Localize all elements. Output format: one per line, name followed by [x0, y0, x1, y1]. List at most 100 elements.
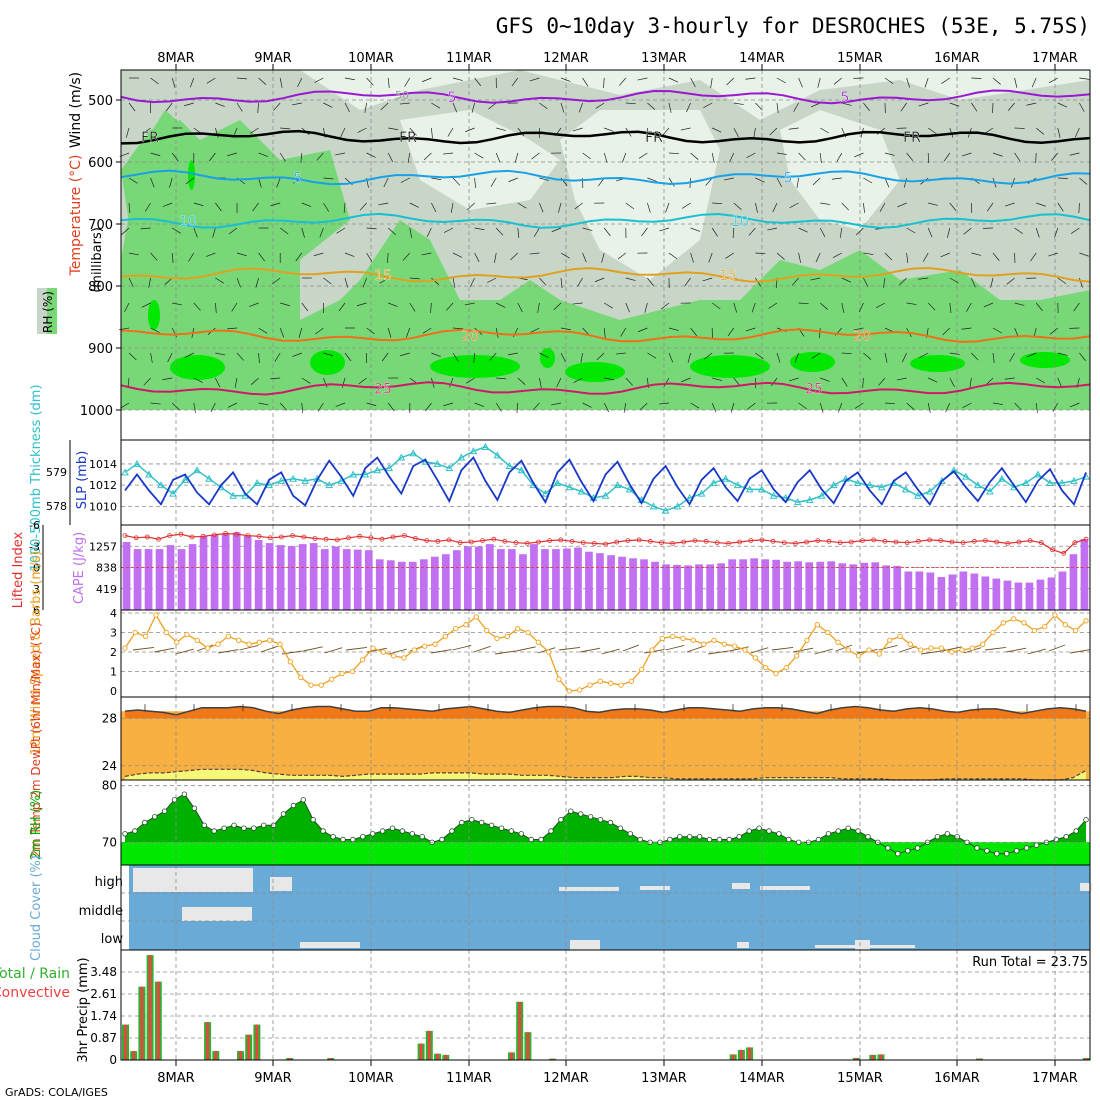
wind-barb: [962, 402, 972, 409]
wind-barb: [855, 227, 864, 236]
li-point: [167, 533, 173, 538]
wind-barb: [150, 352, 153, 363]
li-point: [290, 533, 296, 538]
li-point: [502, 538, 508, 544]
wind-barb: [884, 77, 894, 85]
wind-barb: [853, 327, 864, 331]
thickness-point: [709, 478, 718, 487]
rh2m-point: [578, 811, 584, 817]
rh-green-area: [121, 120, 230, 250]
wind-barb: [464, 302, 475, 306]
precip-frame: [120, 949, 1091, 1061]
wind-speed-point: [639, 666, 645, 673]
precip-convective-bar: [206, 1022, 209, 1060]
cape-bar: [860, 562, 869, 610]
wind-barb: [388, 302, 398, 307]
wind-barb: [940, 252, 950, 258]
wind-barb: [819, 227, 826, 237]
rh2m-point: [895, 851, 901, 857]
wind-barb: [949, 277, 959, 284]
wind-barb: [603, 152, 608, 163]
wind-barb: [400, 177, 410, 183]
wind-barb: [150, 152, 161, 157]
wind-speed-point: [504, 633, 510, 640]
li-point: [737, 539, 742, 545]
wind-barb: [257, 102, 259, 113]
wind-barb-10m: [921, 650, 942, 655]
wind-barb-10m: [388, 648, 407, 655]
rh2m-point: [766, 828, 772, 834]
isotherm-label: FR: [645, 130, 663, 146]
li-line: [124, 532, 1087, 554]
li-point: [312, 536, 318, 541]
wind-barb: [300, 152, 303, 163]
wind-speed-point: [969, 645, 975, 651]
cape-bar: [475, 546, 483, 610]
cape-bar: [596, 553, 604, 610]
cape-bar: [530, 544, 538, 610]
wind-barb: [252, 202, 259, 212]
rh-bright-area: [1020, 352, 1070, 368]
wind-barb: [573, 377, 583, 383]
wind-barb: [121, 227, 130, 235]
rh2m-point: [419, 834, 425, 840]
wind-barb: [344, 102, 350, 113]
wind-barb-10m: [899, 645, 917, 653]
li-point: [424, 538, 430, 543]
wind-barb: [474, 252, 480, 263]
wind-speed-point: [1073, 627, 1079, 634]
wind-speed-point: [329, 676, 335, 682]
slp-tick-label: 1010: [89, 500, 117, 513]
cape-bar: [320, 549, 329, 610]
wind-barb: [379, 277, 389, 284]
cape-bar: [992, 578, 1001, 610]
rh2m-point: [1033, 842, 1040, 848]
wind-barb: [862, 377, 864, 389]
wind-speed-point: [577, 687, 583, 693]
wind-barb: [364, 102, 367, 113]
wind-barb: [469, 277, 475, 288]
rh2m-point: [538, 836, 544, 843]
cape-bar: [607, 555, 615, 610]
wind-barb: [992, 102, 994, 114]
thickness-point: [157, 481, 165, 489]
li-point: [1038, 540, 1044, 546]
wind-speed-point: [236, 637, 242, 643]
wind-barb: [662, 127, 670, 136]
li-point: [144, 534, 150, 540]
precip-convective-bar: [879, 1054, 883, 1060]
wind-speed-point: [587, 682, 593, 688]
wind-barb: [228, 227, 238, 235]
cape-bar: [254, 540, 263, 610]
wind-barb: [556, 377, 562, 388]
wind-barb: [560, 252, 570, 259]
rh2m-point: [132, 828, 138, 834]
wind-barb: [641, 227, 648, 237]
li-point: [893, 539, 899, 545]
cape-bar: [585, 551, 593, 610]
wind-barb: [1014, 152, 1021, 162]
isotherm-label: FR: [903, 130, 921, 146]
wind-barb: [1026, 352, 1037, 358]
rh2m-point: [181, 791, 188, 797]
cape-bar: [442, 554, 450, 610]
wind-speed-point: [318, 682, 324, 688]
precip-tick-label: 3.48: [90, 965, 117, 979]
wind-speed-point: [225, 633, 231, 640]
wind-barb: [755, 177, 765, 183]
rh-bright-area: [148, 300, 160, 330]
thickness-point: [469, 447, 478, 455]
wind-barb: [668, 177, 675, 187]
cloud-level-label: middle: [79, 904, 123, 919]
cape-bar: [486, 544, 494, 610]
wind-barb: [539, 377, 542, 388]
wind-barb: [323, 277, 332, 285]
wind-speed-point: [143, 633, 149, 640]
wind-barb: [128, 277, 134, 288]
wind-barb: [1057, 377, 1063, 388]
wind-barb: [772, 202, 778, 213]
wind-barb: [595, 102, 605, 109]
precip-convective-bar: [255, 1024, 259, 1060]
wind-barb: [755, 202, 758, 213]
thickness-point: [1046, 478, 1054, 487]
